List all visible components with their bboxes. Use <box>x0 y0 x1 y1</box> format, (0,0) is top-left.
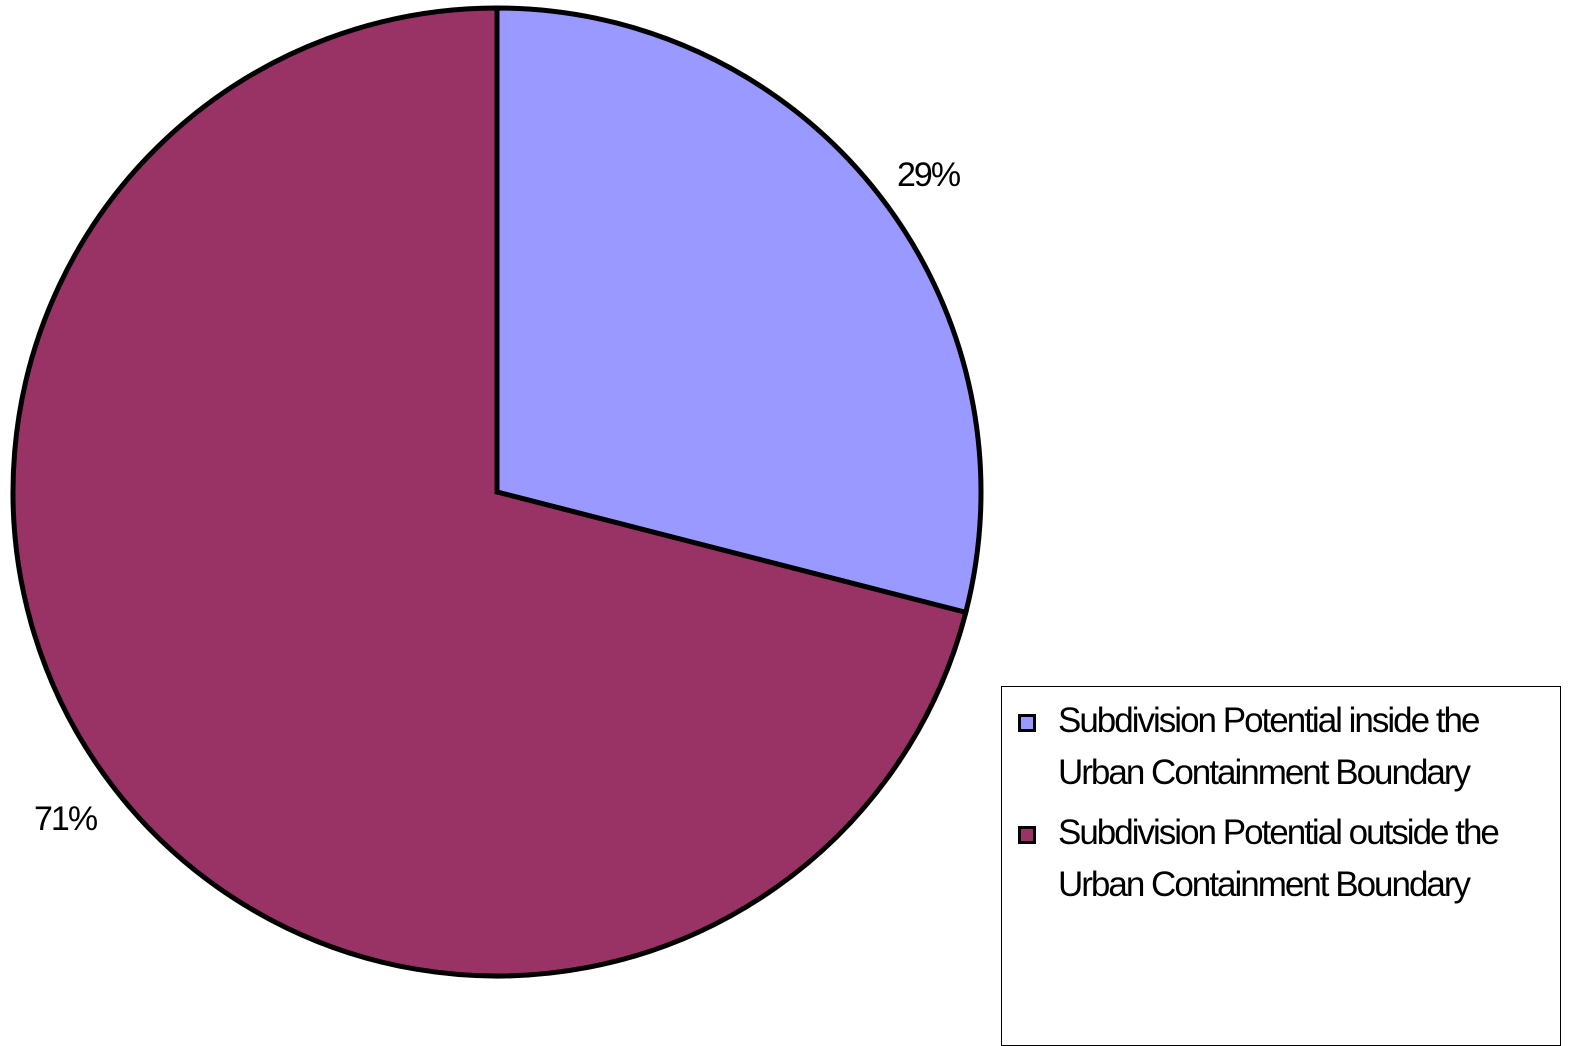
pie-slice-1 <box>10 5 969 979</box>
pie-slices <box>10 5 984 979</box>
legend-item-outside: Subdivision Potential outside the Urban … <box>1018 813 1560 911</box>
chart-legend: Subdivision Potential inside the Urban C… <box>1001 686 1561 1046</box>
data-label-1: 71% <box>34 800 98 838</box>
legend-label-inside: Subdivision Potential inside the Urban C… <box>1058 701 1480 792</box>
legend-item-inside: Subdivision Potential inside the Urban C… <box>1018 701 1560 799</box>
pie-data-labels: 29% 71% <box>34 156 963 838</box>
legend-swatch-inside <box>1018 714 1036 732</box>
legend-label-outside: Subdivision Potential outside the Urban … <box>1058 813 1500 904</box>
legend-swatch-outside <box>1018 826 1036 844</box>
pie-slice-0 <box>494 5 984 616</box>
data-label-0: 29% <box>897 156 961 194</box>
